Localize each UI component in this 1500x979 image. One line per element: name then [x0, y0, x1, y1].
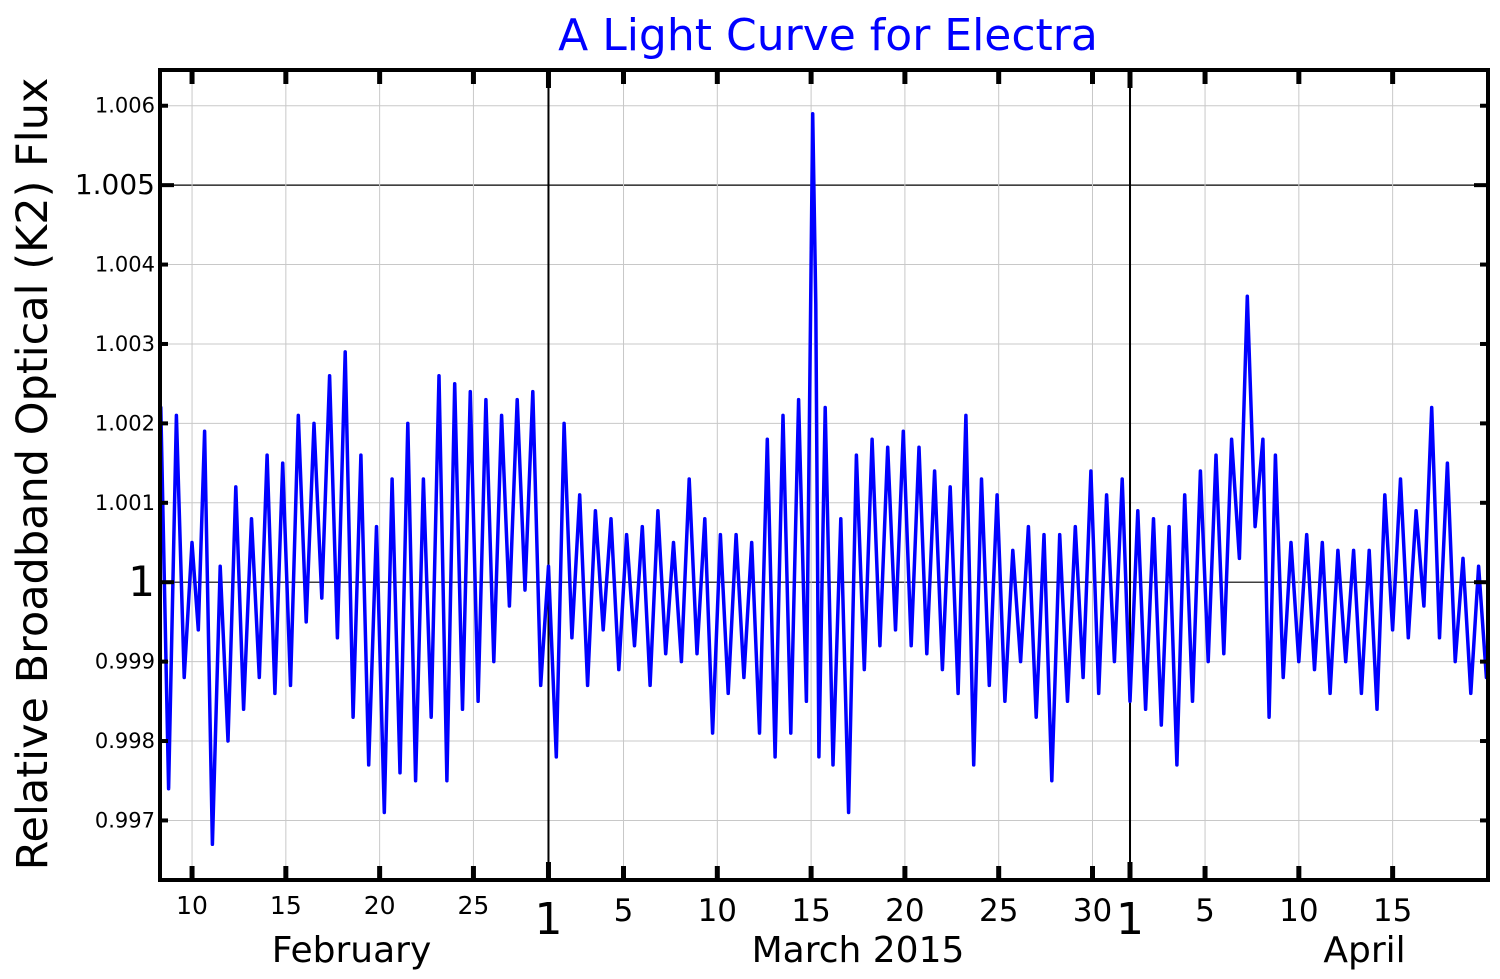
x-tick-label: 1 [1116, 894, 1144, 945]
flux-series-line [159, 111, 1489, 847]
x-tick-label: 10 [698, 893, 737, 929]
y-axis-label: Relative Broadband Optical (K2) Flux [8, 78, 58, 871]
x-tick-label: 15 [270, 891, 302, 920]
x-tick-label: 10 [176, 891, 208, 920]
x-tick-label: 15 [791, 893, 830, 929]
y-tick-label: 1.005 [75, 168, 155, 201]
y-tick-label: 1 [128, 557, 155, 606]
series-layer [159, 111, 1489, 847]
y-tick-label: 0.997 [95, 808, 155, 832]
x-tick-label: 20 [364, 891, 396, 920]
x-tick-label: 25 [979, 893, 1018, 929]
y-tick-label: 1.004 [95, 253, 155, 277]
plot-frame [158, 68, 1490, 882]
x-tick-label: 25 [458, 891, 490, 920]
x-tick-label: 10 [1279, 893, 1318, 929]
month-label: February [272, 930, 432, 971]
x-axis-ticks: 10 15 20 25 1 5 10 15 20 25 30 1 5 10 15 [176, 70, 1412, 945]
x-tick-label: 15 [1373, 893, 1412, 929]
x-tick-label: 1 [534, 894, 562, 945]
axes [158, 68, 1490, 882]
y-tick-label: 0.998 [95, 729, 155, 753]
month-label: March 2015 [752, 930, 965, 971]
month-label: April [1323, 930, 1405, 971]
x-tick-label: 20 [885, 893, 924, 929]
y-axis-ticks: 0.997 0.998 0.999 1 1.001 1.002 1.003 1.004 1.00… [75, 94, 1488, 832]
y-tick-label: 1.006 [95, 94, 155, 118]
x-tick-label: 5 [1195, 893, 1215, 929]
month-labels: February March 2015 April [272, 930, 1406, 971]
y-tick-label: 1.003 [95, 332, 155, 356]
y-tick-label: 0.999 [95, 650, 155, 674]
chart-title: A Light Curve for Electra [558, 10, 1098, 61]
x-tick-label: 30 [1073, 893, 1112, 929]
y-tick-label: 1.001 [95, 491, 155, 515]
x-tick-label: 5 [614, 893, 634, 929]
y-tick-label: 1.002 [95, 411, 155, 435]
